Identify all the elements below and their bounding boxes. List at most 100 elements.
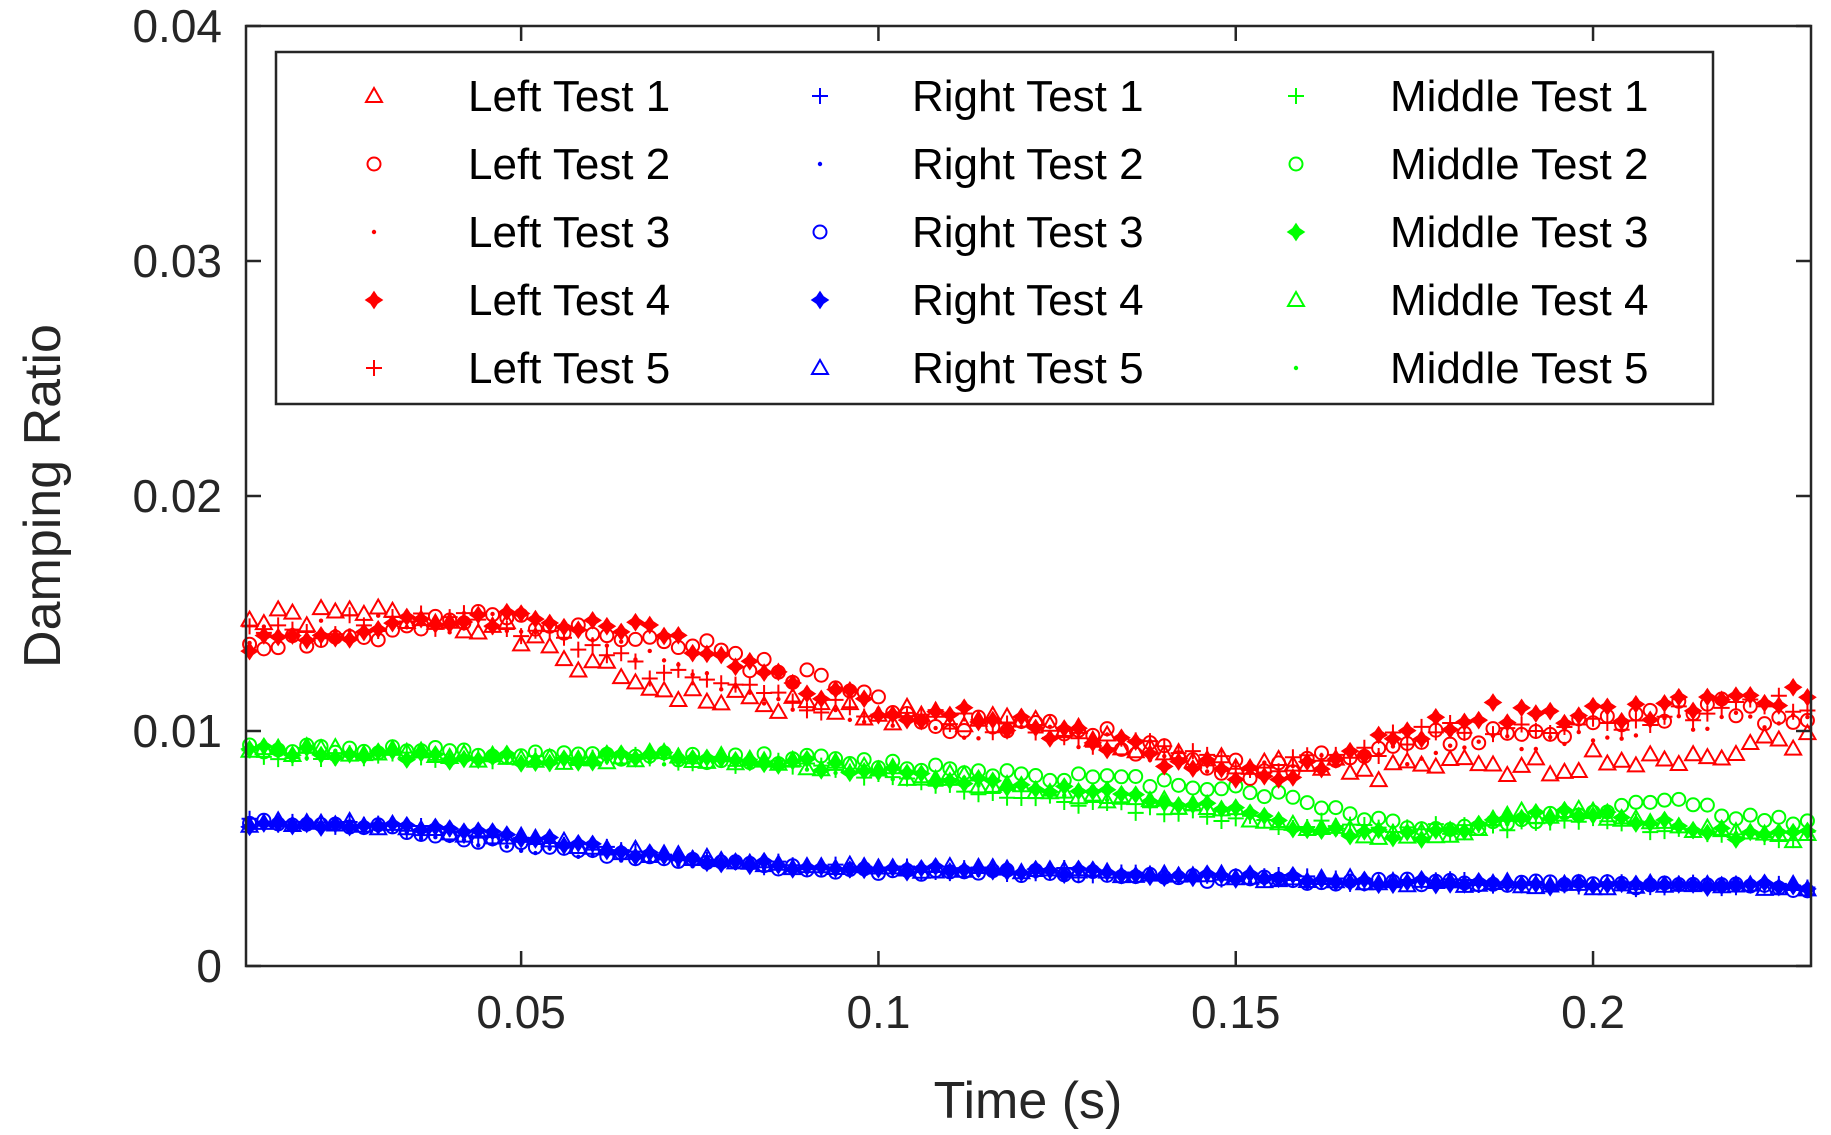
marker-right-test-5	[1111, 866, 1132, 884]
marker-left-test-5	[1785, 703, 1802, 720]
y-tick-label: 0.03	[132, 235, 222, 287]
y-tick-label: 0.01	[132, 705, 222, 757]
marker-middle-test-4	[368, 743, 388, 761]
marker-middle-test-4	[697, 751, 717, 769]
marker-middle-test-4	[1654, 811, 1675, 829]
marker-middle-test-5	[747, 766, 753, 771]
marker-left-test-4	[1169, 752, 1188, 771]
marker-left-test-2	[870, 689, 886, 705]
legend-entry-left-test-1: Left Test 1	[468, 72, 670, 121]
marker-right-test-5	[1783, 874, 1803, 892]
marker-left-test-5	[1227, 760, 1244, 777]
marker-middle-test-2	[1242, 785, 1258, 801]
marker-right-test-5	[454, 825, 474, 843]
marker-right-test-5	[1097, 861, 1117, 879]
marker-middle-test-5	[804, 767, 810, 772]
marker-left-test-5	[1513, 716, 1530, 733]
marker-middle-test-2	[1671, 791, 1687, 807]
marker-right-test-4	[754, 851, 774, 871]
marker-right-test-5	[1211, 863, 1232, 881]
marker-right-test-5	[1254, 871, 1275, 889]
marker-right-test-5	[1125, 865, 1146, 883]
marker-middle-test-4	[1268, 813, 1289, 831]
legend-entry-right-test-1: Right Test 1	[912, 72, 1144, 121]
marker-left-test-5	[1141, 733, 1158, 750]
marker-left-test-2	[799, 662, 815, 678]
marker-right-test-4	[1283, 865, 1303, 885]
marker-left-test-3	[1676, 713, 1681, 719]
marker-middle-test-4	[640, 742, 660, 760]
marker-middle-test-3	[1769, 822, 1789, 842]
marker-middle-test-4	[282, 745, 303, 763]
marker-left-test-1	[454, 621, 474, 639]
marker-middle-test-4	[1640, 812, 1660, 830]
marker-right-test-5	[1383, 871, 1403, 889]
marker-middle-test-4	[1526, 807, 1546, 825]
marker-left-test-1	[1497, 765, 1518, 783]
marker-middle-test-4	[1154, 789, 1174, 807]
marker-middle-test-4	[1354, 826, 1375, 844]
marker-middle-test-5	[1076, 788, 1081, 794]
marker-middle-test-4	[668, 746, 689, 764]
marker-left-test-3	[1719, 714, 1724, 720]
marker-middle-test-4	[439, 747, 460, 765]
marker-left-test-1	[1769, 729, 1789, 747]
marker-right-test-5	[925, 861, 946, 879]
marker-left-test-5	[1485, 726, 1501, 743]
marker-right-test-5	[1483, 872, 1503, 890]
marker-left-test-1	[1754, 726, 1775, 744]
marker-middle-test-5	[618, 760, 624, 766]
marker-left-test-5	[1099, 740, 1116, 757]
marker-right-test-5	[497, 827, 517, 845]
marker-left-test-3	[1262, 760, 1267, 765]
marker-middle-test-5	[1519, 813, 1524, 819]
marker-right-test-4	[568, 833, 588, 853]
marker-left-test-4	[583, 610, 602, 630]
marker-middle-test-2	[1385, 813, 1401, 829]
marker-left-test-4	[1312, 759, 1331, 779]
marker-middle-test-5	[1376, 833, 1381, 838]
marker-right-test-4	[311, 818, 331, 837]
marker-left-test-1	[668, 689, 689, 707]
marker-middle-test-5	[1247, 811, 1253, 816]
marker-left-test-1	[1468, 754, 1489, 772]
marker-left-test-5	[1284, 749, 1301, 766]
marker-middle-test-5	[1590, 811, 1596, 817]
marker-left-test-5	[1799, 702, 1816, 719]
marker-middle-test-5	[661, 762, 667, 767]
marker-middle-test-1	[1127, 804, 1144, 821]
marker-left-test-5	[1770, 687, 1787, 704]
marker-middle-test-5	[1533, 811, 1539, 816]
marker-middle-test-3	[1083, 782, 1103, 801]
marker-left-test-5	[1327, 746, 1344, 763]
marker-right-test-4	[1397, 872, 1417, 892]
marker-right-test-5	[268, 810, 288, 828]
marker-middle-test-5	[476, 760, 481, 766]
legend-marker-middle-test-3	[1286, 222, 1306, 242]
marker-middle-test-5	[790, 758, 795, 763]
legend-marker-left-test-5	[366, 360, 382, 376]
marker-left-test-4	[511, 604, 531, 623]
legend-marker-right-test-4	[810, 290, 830, 310]
marker-middle-test-5	[1762, 829, 1767, 835]
marker-right-test-5	[297, 812, 317, 830]
marker-left-test-3	[1762, 725, 1767, 730]
marker-left-test-5	[384, 608, 401, 625]
marker-right-test-4	[1597, 875, 1617, 895]
legend-entry-right-test-4: Right Test 4	[912, 276, 1144, 325]
marker-left-test-4	[754, 663, 774, 682]
marker-left-test-4	[268, 627, 288, 647]
marker-left-test-1	[325, 601, 346, 619]
marker-right-test-4	[911, 858, 931, 878]
marker-left-test-1	[725, 680, 746, 698]
marker-right-test-5	[1283, 868, 1303, 886]
marker-middle-test-5	[1290, 823, 1296, 829]
y-tick-label: 0.02	[132, 470, 222, 522]
marker-left-test-5	[1542, 724, 1559, 741]
marker-left-test-5	[913, 706, 930, 723]
legend-entry-right-test-5: Right Test 5	[912, 344, 1144, 393]
marker-middle-test-5	[1733, 830, 1739, 836]
marker-left-test-5	[1527, 722, 1544, 739]
marker-left-test-5	[1470, 712, 1487, 729]
legend-entry-middle-test-5: Middle Test 5	[1390, 344, 1648, 393]
